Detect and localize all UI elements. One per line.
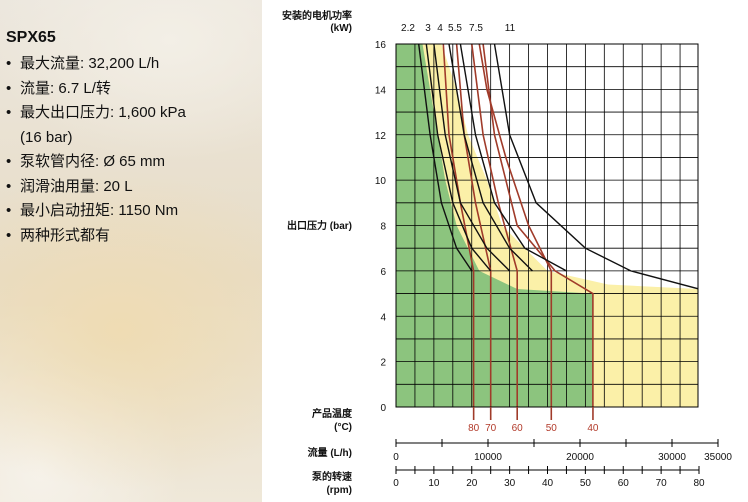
y-tick-label: 14 [375, 85, 387, 96]
power-value-label: 3 [425, 23, 431, 34]
bullet-icon: • [6, 104, 12, 121]
pump-performance-chart: 安装的电机功率(kW) 2.2 3 4 5.5 7.5 110246810121416出口压… [282, 9, 732, 496]
spec-item: • 流量: 6.7 L/转 [6, 77, 186, 102]
flow-tick-label: 0 [393, 452, 399, 463]
speed-tick-label: 70 [656, 478, 668, 489]
power-value-label: 11 [505, 23, 516, 34]
speed-tick-label: 10 [428, 478, 440, 489]
speed-axis-label: 泵的转速 [312, 470, 352, 483]
bullet-icon: • [6, 153, 12, 170]
power-curve-3 [425, 44, 492, 272]
temp-curve-40 [482, 44, 594, 407]
speed-tick-label: 40 [542, 478, 554, 489]
spec-item-text: 泵软管内径: Ø 65 mm [20, 153, 166, 170]
bullet-icon: • [6, 79, 12, 97]
spec-item-text: 流量: 6.7 L/转 [20, 79, 111, 97]
y-tick-label: 6 [380, 267, 386, 278]
power-value-label: 5.5 [448, 23, 462, 34]
y-tick-label: 16 [375, 40, 387, 51]
speed-axis-unit: (rpm) [326, 485, 352, 496]
spec-item: • 泵软管内径: Ø 65 mm [6, 150, 186, 175]
flow-tick-label: 10000 [474, 452, 502, 463]
temp-curve-60 [471, 44, 518, 407]
bullet-icon: • [6, 226, 12, 244]
spec-item-text: 最小启动扭矩: 1150 Nm [20, 202, 179, 219]
spec-item: (16 bar) [6, 126, 186, 151]
speed-tick-label: 80 [693, 478, 705, 489]
speed-tick-label: 60 [618, 478, 630, 489]
temp-value-label: 60 [512, 423, 524, 434]
bullet-icon: • [6, 177, 12, 195]
plot-area [396, 44, 698, 407]
speed-tick-label: 20 [466, 478, 478, 489]
speed-tick-label: 0 [393, 478, 399, 489]
power-curve-5.5 [448, 44, 533, 272]
spec-list: • 最大流量: 32,200 L/h • 流量: 6.7 L/转 • 最大出口压力: … [6, 52, 186, 248]
temp-curve-50 [478, 44, 553, 407]
spec-item: • 最大流量: 32,200 L/h [6, 52, 186, 77]
y-tick-label: 2 [380, 358, 386, 369]
spec-item-text: (16 bar) [20, 128, 73, 146]
bullet-icon: • [6, 55, 12, 72]
flow-axis-label: 流量 (L/h) [308, 446, 352, 459]
power-curve-7.5 [459, 44, 567, 272]
spec-item: • 最大出口压力: 1,600 kPa [6, 101, 186, 126]
y-tick-label: 0 [380, 403, 386, 414]
spec-panel: SPX65 • 最大流量: 32,200 L/h • 流量: 6.7 L/转 • 最大… [0, 0, 262, 502]
spec-item: • 两种形式都有 [6, 224, 186, 249]
spec-item-text: 最大流量: 32,200 L/h [20, 55, 160, 72]
temp-value-label: 50 [546, 423, 558, 434]
speed-tick-label: 50 [580, 478, 592, 489]
y-tick-label: 4 [380, 312, 386, 323]
temp-axis-label: 产品温度 [312, 407, 353, 420]
spec-item-text: 最大出口压力: 1,600 kPa [20, 104, 186, 121]
flow-tick-label: 30000 [658, 452, 686, 463]
temp-value-label: 80 [468, 423, 480, 434]
y-tick-label: 8 [380, 222, 386, 233]
flow-tick-label: 20000 [566, 452, 594, 463]
y-axis-label: 出口压力 (bar) [287, 219, 352, 232]
flow-tick-label: 35000 [704, 452, 732, 463]
power-value-label: 4 [437, 23, 443, 34]
y-tick-label: 12 [375, 131, 387, 142]
temp-axis-unit: (°C) [334, 422, 352, 433]
spec-item: • 润滑油用量: 20 L [6, 175, 186, 200]
power-axis-label: 安装的电机功率 [282, 9, 352, 22]
y-tick-label: 10 [375, 176, 387, 187]
bullet-icon: • [6, 202, 12, 219]
speed-tick-label: 30 [504, 478, 516, 489]
temp-curve-70 [455, 44, 492, 407]
spec-item-text: 润滑油用量: 20 L [20, 177, 133, 195]
power-axis-unit: (kW) [330, 23, 352, 34]
spec-item-text: 两种形式都有 [20, 226, 111, 244]
power-curve-4 [433, 44, 511, 272]
power-curve-2.2 [418, 44, 473, 272]
chart-panel: 安装的电机功率 (kW) 2.2 3 4 5.5 7.5 11 0 2 4 6 8 10 12 14 16 出口压… [262, 0, 748, 502]
spec-item: • 最小启动扭矩: 1150 Nm [6, 199, 186, 224]
spec-title: SPX65 [6, 29, 56, 46]
temp-value-label: 70 [485, 423, 497, 434]
power-curve-11 [493, 44, 698, 290]
temp-value-label: 40 [587, 423, 599, 434]
power-value-label: 2.2 [401, 23, 415, 34]
plot-frame [395, 43, 699, 408]
power-value-label: 7.5 [469, 23, 483, 34]
